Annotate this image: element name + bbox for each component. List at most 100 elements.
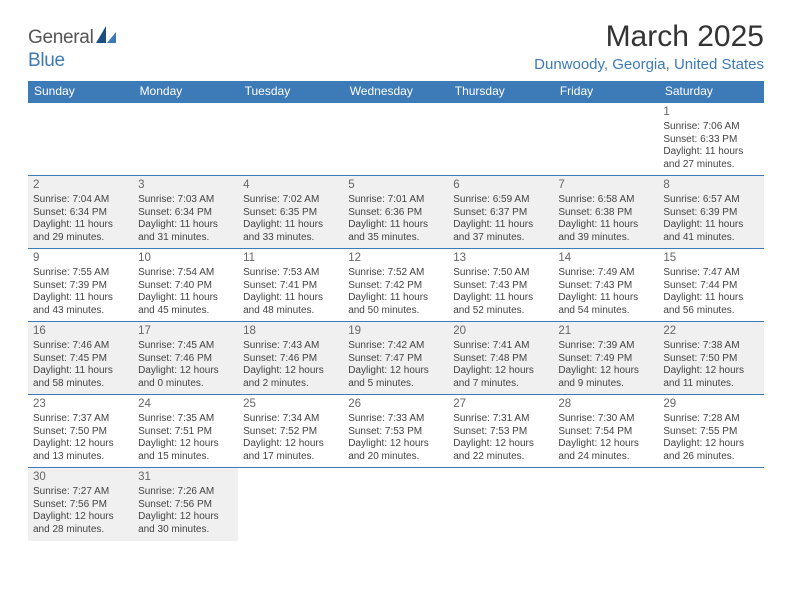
- sunset-text: Sunset: 7:47 PM: [348, 353, 443, 366]
- daylight-text: Daylight: 11 hours: [348, 292, 443, 305]
- calendar-week-row: 16Sunrise: 7:46 AMSunset: 7:45 PMDayligh…: [28, 322, 764, 395]
- sunrise-text: Sunrise: 6:58 AM: [558, 194, 653, 207]
- sunset-text: Sunset: 6:35 PM: [243, 207, 338, 220]
- sunset-text: Sunset: 6:33 PM: [663, 134, 758, 147]
- calendar-day-cell: 1Sunrise: 7:06 AMSunset: 6:33 PMDaylight…: [658, 103, 763, 176]
- calendar-empty-cell: [133, 103, 238, 176]
- logo-text-right: Blue: [28, 50, 65, 71]
- month-title: March 2025: [534, 20, 764, 54]
- daylight-text: Daylight: 12 hours: [138, 511, 233, 524]
- day-number: 17: [138, 324, 233, 339]
- daylight-text: and 20 minutes.: [348, 451, 443, 464]
- sunset-text: Sunset: 7:43 PM: [453, 280, 548, 293]
- daylight-text: Daylight: 11 hours: [243, 219, 338, 232]
- daylight-text: and 28 minutes.: [33, 524, 128, 537]
- sunrise-text: Sunrise: 7:30 AM: [558, 413, 653, 426]
- calendar-day-cell: 6Sunrise: 6:59 AMSunset: 6:37 PMDaylight…: [448, 176, 553, 249]
- daylight-text: and 7 minutes.: [453, 378, 548, 391]
- calendar-empty-cell: [448, 468, 553, 541]
- calendar-day-cell: 3Sunrise: 7:03 AMSunset: 6:34 PMDaylight…: [133, 176, 238, 249]
- daylight-text: Daylight: 12 hours: [33, 511, 128, 524]
- daylight-text: Daylight: 11 hours: [663, 292, 758, 305]
- day-number: 5: [348, 178, 443, 193]
- calendar-day-cell: 21Sunrise: 7:39 AMSunset: 7:49 PMDayligh…: [553, 322, 658, 395]
- day-number: 27: [453, 397, 548, 412]
- daylight-text: and 13 minutes.: [33, 451, 128, 464]
- calendar-empty-cell: [238, 468, 343, 541]
- day-number: 21: [558, 324, 653, 339]
- sunrise-text: Sunrise: 7:03 AM: [138, 194, 233, 207]
- title-block: March 2025 Dunwoody, Georgia, United Sta…: [534, 20, 764, 73]
- sunrise-text: Sunrise: 7:38 AM: [663, 340, 758, 353]
- day-number: 22: [663, 324, 758, 339]
- calendar-day-cell: 22Sunrise: 7:38 AMSunset: 7:50 PMDayligh…: [658, 322, 763, 395]
- sunset-text: Sunset: 6:38 PM: [558, 207, 653, 220]
- sunrise-text: Sunrise: 7:42 AM: [348, 340, 443, 353]
- daylight-text: and 56 minutes.: [663, 305, 758, 318]
- day-number: 24: [138, 397, 233, 412]
- day-number: 11: [243, 251, 338, 266]
- calendar-day-cell: 27Sunrise: 7:31 AMSunset: 7:53 PMDayligh…: [448, 395, 553, 468]
- daylight-text: Daylight: 11 hours: [348, 219, 443, 232]
- calendar-day-cell: 23Sunrise: 7:37 AMSunset: 7:50 PMDayligh…: [28, 395, 133, 468]
- calendar-day-cell: 19Sunrise: 7:42 AMSunset: 7:47 PMDayligh…: [343, 322, 448, 395]
- day-number: 29: [663, 397, 758, 412]
- day-number: 14: [558, 251, 653, 266]
- daylight-text: and 0 minutes.: [138, 378, 233, 391]
- logo: GeneralBlue: [28, 26, 118, 72]
- sunrise-text: Sunrise: 7:47 AM: [663, 267, 758, 280]
- calendar-day-cell: 17Sunrise: 7:45 AMSunset: 7:46 PMDayligh…: [133, 322, 238, 395]
- day-number: 19: [348, 324, 443, 339]
- calendar-empty-cell: [28, 103, 133, 176]
- daylight-text: and 9 minutes.: [558, 378, 653, 391]
- daylight-text: Daylight: 12 hours: [663, 438, 758, 451]
- sunrise-text: Sunrise: 7:43 AM: [243, 340, 338, 353]
- calendar-day-cell: 26Sunrise: 7:33 AMSunset: 7:53 PMDayligh…: [343, 395, 448, 468]
- daylight-text: and 37 minutes.: [453, 232, 548, 245]
- daylight-text: and 30 minutes.: [138, 524, 233, 537]
- calendar-day-cell: 10Sunrise: 7:54 AMSunset: 7:40 PMDayligh…: [133, 249, 238, 322]
- sunset-text: Sunset: 7:45 PM: [33, 353, 128, 366]
- day-number: 13: [453, 251, 548, 266]
- logo-text-left: General: [28, 27, 94, 48]
- daylight-text: and 35 minutes.: [348, 232, 443, 245]
- day-number: 4: [243, 178, 338, 193]
- daylight-text: and 33 minutes.: [243, 232, 338, 245]
- daylight-text: Daylight: 12 hours: [243, 438, 338, 451]
- calendar-empty-cell: [448, 103, 553, 176]
- daylight-text: and 39 minutes.: [558, 232, 653, 245]
- daylight-text: and 29 minutes.: [33, 232, 128, 245]
- weekday-header: Tuesday: [238, 81, 343, 103]
- calendar-page: GeneralBlue March 2025 Dunwoody, Georgia…: [0, 0, 792, 551]
- daylight-text: and 27 minutes.: [663, 159, 758, 172]
- daylight-text: and 45 minutes.: [138, 305, 233, 318]
- day-number: 7: [558, 178, 653, 193]
- daylight-text: Daylight: 11 hours: [663, 219, 758, 232]
- daylight-text: and 5 minutes.: [348, 378, 443, 391]
- daylight-text: and 31 minutes.: [138, 232, 233, 245]
- day-number: 6: [453, 178, 548, 193]
- weekday-header-row: SundayMondayTuesdayWednesdayThursdayFrid…: [28, 81, 764, 103]
- calendar-empty-cell: [658, 468, 763, 541]
- sunset-text: Sunset: 7:46 PM: [243, 353, 338, 366]
- sunrise-text: Sunrise: 7:37 AM: [33, 413, 128, 426]
- calendar-body: 1Sunrise: 7:06 AMSunset: 6:33 PMDaylight…: [28, 103, 764, 541]
- calendar-week-row: 9Sunrise: 7:55 AMSunset: 7:39 PMDaylight…: [28, 249, 764, 322]
- day-number: 3: [138, 178, 233, 193]
- sunrise-text: Sunrise: 7:01 AM: [348, 194, 443, 207]
- daylight-text: Daylight: 11 hours: [558, 219, 653, 232]
- sunrise-text: Sunrise: 6:57 AM: [663, 194, 758, 207]
- calendar-week-row: 23Sunrise: 7:37 AMSunset: 7:50 PMDayligh…: [28, 395, 764, 468]
- daylight-text: and 2 minutes.: [243, 378, 338, 391]
- sunrise-text: Sunrise: 7:06 AM: [663, 121, 758, 134]
- daylight-text: Daylight: 12 hours: [663, 365, 758, 378]
- sunrise-text: Sunrise: 7:52 AM: [348, 267, 443, 280]
- sunset-text: Sunset: 6:37 PM: [453, 207, 548, 220]
- daylight-text: and 17 minutes.: [243, 451, 338, 464]
- weekday-header: Wednesday: [343, 81, 448, 103]
- daylight-text: and 52 minutes.: [453, 305, 548, 318]
- day-number: 9: [33, 251, 128, 266]
- sunrise-text: Sunrise: 7:02 AM: [243, 194, 338, 207]
- sunset-text: Sunset: 7:56 PM: [138, 499, 233, 512]
- daylight-text: and 50 minutes.: [348, 305, 443, 318]
